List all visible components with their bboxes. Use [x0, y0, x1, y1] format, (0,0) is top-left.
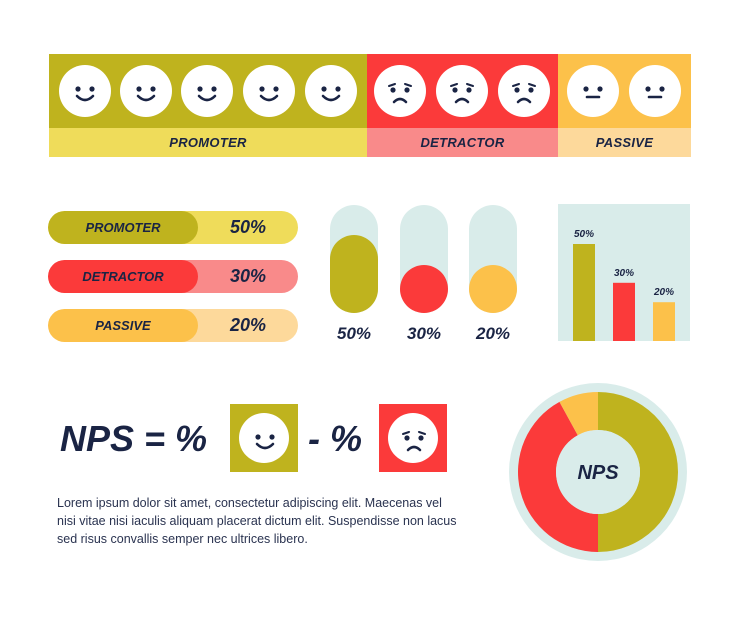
sad-face-icon	[374, 65, 426, 117]
description-text: Lorem ipsum dolor sit amet, consectetur …	[57, 496, 457, 546]
passive-tank-fill	[469, 265, 517, 313]
happy-face-icon	[305, 65, 357, 117]
happy-face-icon	[181, 65, 233, 117]
bar-2	[613, 282, 635, 341]
promoter-tank	[330, 205, 378, 313]
promoter-tank-label: 50%	[336, 324, 372, 343]
passive-tank-label: 20%	[475, 324, 511, 343]
donut-slice-2	[518, 401, 598, 552]
passive-tank	[469, 205, 517, 313]
nps-donut-chart: NPS	[509, 383, 687, 561]
detractor-square	[379, 404, 447, 472]
bar-label-1: 50%	[574, 229, 594, 240]
promoter-pill-value: 50%	[229, 217, 266, 237]
passive-band-label: PASSIVE	[595, 135, 654, 150]
detractor-pill-label: DETRACTOR	[48, 260, 198, 293]
bar-3	[653, 302, 675, 341]
passive-pill-label: PASSIVE	[48, 309, 198, 342]
donut-hole	[556, 430, 640, 514]
passive-pill-value: 20%	[229, 315, 266, 335]
bar-chart-panel: 50% 30% 20%	[558, 204, 690, 341]
promoter-tank-fill	[330, 235, 378, 313]
promoter-pill-text: PROMOTER	[85, 220, 161, 235]
detractor-pill: DETRACTOR 30%	[48, 260, 298, 293]
bar-label-3: 20%	[653, 287, 674, 298]
bar-1	[573, 244, 595, 341]
promoter-band: PROMOTER	[49, 128, 367, 157]
happy-face-icon	[239, 413, 289, 463]
sad-face-icon	[498, 65, 550, 117]
sad-face-icon	[436, 65, 488, 117]
detractor-tank	[400, 205, 448, 313]
detractor-band: DETRACTOR	[367, 128, 558, 157]
happy-face-icon	[243, 65, 295, 117]
detractor-band-label: DETRACTOR	[420, 135, 505, 150]
detractor-tank-label: 30%	[406, 324, 442, 343]
donut-center-label: NPS	[577, 462, 619, 484]
promoter-pill-label: PROMOTER	[48, 211, 198, 244]
sad-face-icon	[388, 413, 438, 463]
neutral-face-icon	[567, 65, 619, 117]
donut-slice-1	[598, 392, 678, 552]
detractor-pill-value: 30%	[229, 266, 266, 286]
promoter-square	[230, 404, 298, 472]
passive-pill: PASSIVE 20%	[48, 309, 298, 342]
donut-slice-3	[559, 392, 598, 436]
passive-band: PASSIVE	[558, 128, 691, 157]
detractor-pill-text: DETRACTOR	[82, 269, 164, 284]
happy-face-icon	[59, 65, 111, 117]
promoter-band-label: PROMOTER	[169, 135, 247, 150]
bar-chart: 50% 30% 20%	[573, 229, 675, 341]
happy-face-icon	[120, 65, 172, 117]
passive-pill-text: PASSIVE	[95, 318, 151, 333]
minus-percent-text: - %	[308, 418, 362, 459]
detractor-tank-fill	[400, 265, 448, 313]
bar-label-2: 30%	[614, 268, 634, 279]
neutral-face-icon	[629, 65, 681, 117]
promoter-pill: PROMOTER 50%	[48, 211, 298, 244]
nps-formula-text: NPS = %	[60, 418, 208, 459]
